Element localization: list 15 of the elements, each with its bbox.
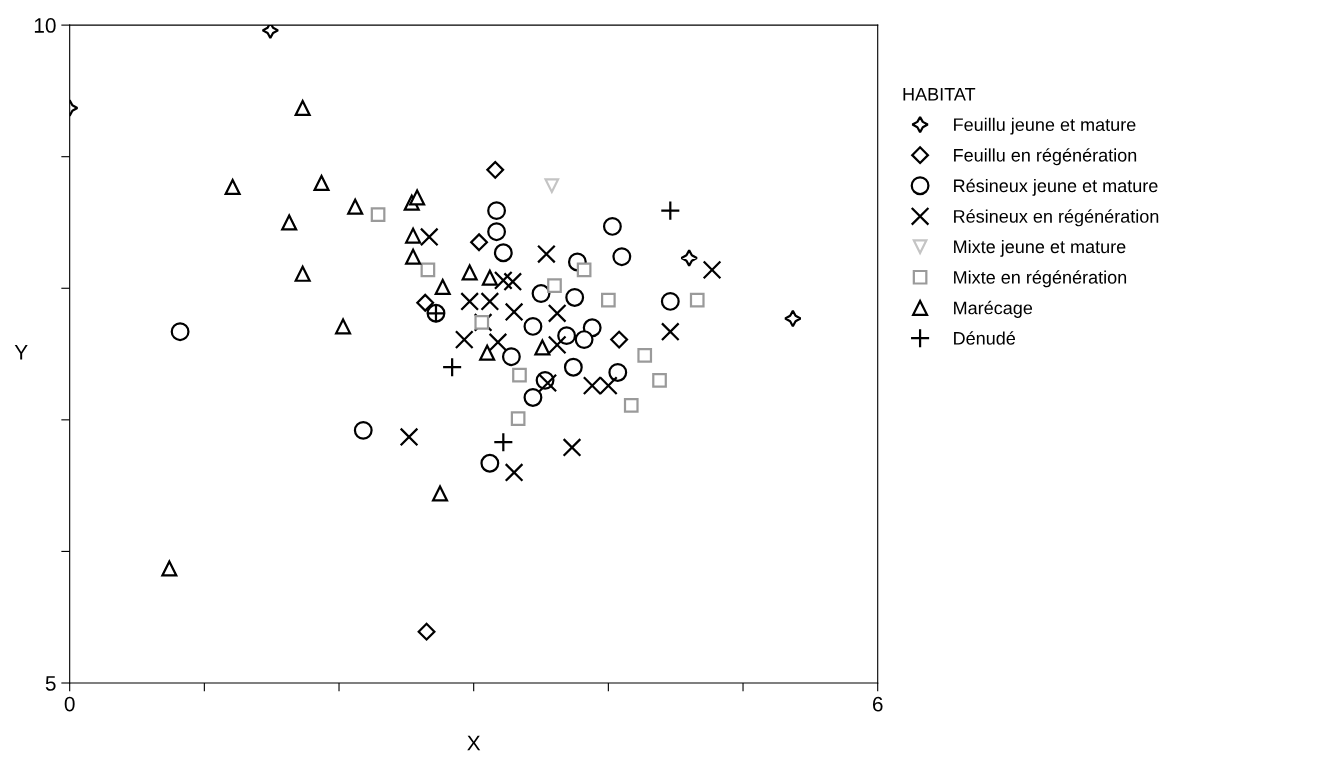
- x-axis-title: X: [467, 735, 481, 751]
- x-tick-label: 0: [64, 696, 75, 712]
- legend-label: Marécage: [954, 300, 1033, 318]
- y-tick-label: 5: [45, 676, 56, 691]
- y-axis-title: Y: [14, 345, 28, 360]
- legend-label: Mixte jeune et mature: [954, 239, 1126, 257]
- x-tick-label: 6: [872, 696, 883, 712]
- legend-title: HABITAT: [903, 88, 976, 101]
- legend-label: Mixte en régénération: [954, 270, 1127, 288]
- legend-label: Dénudé: [954, 331, 1016, 345]
- legend-label: Feuillu en régénération: [954, 148, 1137, 166]
- legend-label: Résineux jeune et mature: [954, 178, 1158, 196]
- y-tick-label: 10: [34, 18, 56, 33]
- legend-label: Résineux en régénération: [954, 209, 1159, 227]
- legend-label: Feuillu jeune et mature: [954, 117, 1136, 135]
